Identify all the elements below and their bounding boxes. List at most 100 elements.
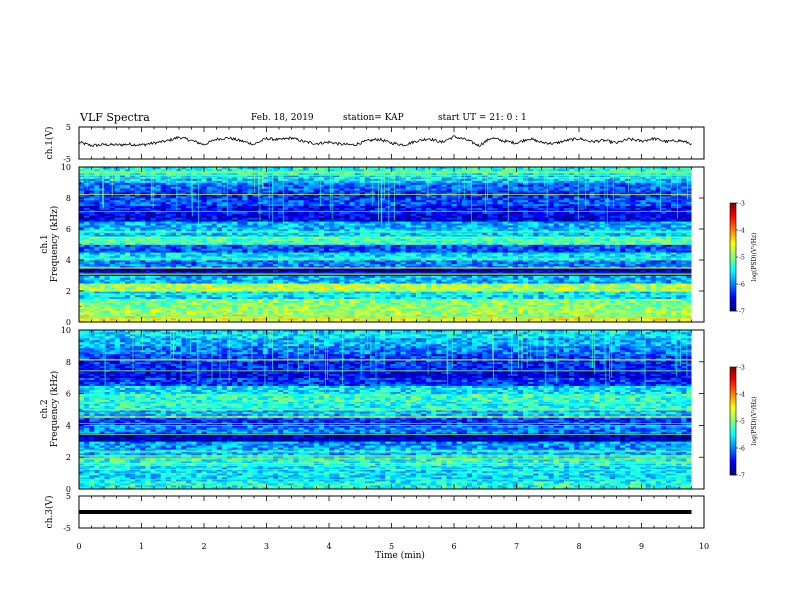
spectrogram-cell (451, 260, 457, 263)
spectrogram-cell (140, 289, 146, 292)
spectrogram-cell (609, 310, 616, 313)
spectrogram-cell (160, 246, 167, 249)
spectrogram-cell (502, 265, 509, 269)
spectrogram-cell (415, 250, 422, 253)
spectrogram-cell (247, 308, 253, 311)
spectrogram-cell (216, 308, 223, 311)
spectrogram-cell (400, 306, 406, 309)
spectrogram-cell (650, 292, 657, 296)
spectrogram-cell (487, 242, 493, 245)
spectrogram-cell (645, 304, 651, 307)
spectrogram-cell (420, 285, 427, 288)
spectrogram-cell (84, 304, 90, 307)
spectrogram-cell (262, 302, 269, 305)
spectrogram-cell (599, 263, 606, 267)
spectrogram-cell (283, 248, 289, 251)
spectrogram-cell (99, 314, 105, 317)
spectrogram-cell (79, 291, 85, 294)
spectrogram-cell (574, 252, 580, 255)
spectrogram-cell (262, 275, 269, 278)
spectrogram-cell (584, 298, 590, 301)
spectrogram-cell (191, 308, 197, 311)
spectrogram-cell (308, 287, 315, 290)
spectrogram-cell (456, 292, 463, 296)
spectrogram-cell (104, 296, 110, 300)
spectrogram-cell (614, 285, 621, 288)
spectrogram-cell (380, 304, 386, 307)
spectrogram-cell (528, 318, 534, 321)
spectrogram-cell (201, 256, 207, 259)
spectrogram-cell (512, 296, 519, 300)
spectrogram-cell (130, 271, 136, 274)
spectrogram-cell (599, 302, 606, 305)
spectrogram-cell (635, 246, 641, 249)
spectrogram-cell (324, 256, 330, 259)
spectrogram-cell (232, 261, 238, 265)
spectrogram-cell (538, 246, 544, 249)
spectrogram-cell (318, 248, 325, 251)
spectrogram-cell (375, 318, 381, 321)
spectrogram-cell (237, 248, 243, 251)
spectrogram-cell (553, 260, 560, 263)
spectrogram-cell (288, 246, 294, 249)
spectrogram-cell (385, 287, 391, 290)
spectrogram-cell (140, 306, 146, 309)
spectrogram-cell (650, 246, 657, 249)
spectrogram-cell (119, 289, 126, 292)
spectrogram-cell (640, 318, 646, 321)
spectrogram-cell (79, 314, 85, 317)
spectrogram-cell (211, 269, 218, 272)
spectrogram-cell (512, 312, 519, 315)
spectrogram-cell (242, 292, 248, 296)
spectrogram-cell (584, 260, 590, 263)
spectrogram-cell (395, 289, 401, 292)
spectrogram-cell (334, 261, 340, 265)
spectrogram-cell (681, 291, 687, 294)
spectrogram-cell (119, 261, 126, 265)
spectrogram-cell (364, 265, 371, 269)
spectrogram-cell (466, 246, 473, 249)
spectrogram-cell (196, 281, 202, 284)
spectrogram-cell (206, 294, 212, 298)
spectrogram-cell (446, 246, 452, 249)
spectrogram-cell (507, 310, 514, 313)
spectrogram-cell (655, 271, 662, 274)
spectrogram-cell (507, 306, 514, 309)
spectrogram-cell (150, 261, 156, 265)
spectrogram-cell (79, 271, 85, 274)
spectrogram-cell (318, 300, 325, 303)
spectrogram-cell (237, 304, 243, 307)
spectrogram-cell (410, 306, 417, 309)
spectrogram-cell (517, 269, 524, 272)
spectrogram-cell (211, 263, 218, 267)
spectrogram-cell (487, 298, 493, 301)
spectrogram-cell (324, 263, 330, 267)
spectrogram-cell (415, 279, 422, 282)
spectrogram-cell (201, 308, 207, 311)
spectrogram-cell (247, 316, 253, 319)
spectrogram-cell (308, 252, 315, 255)
spectrogram-cell (324, 254, 330, 257)
spectrogram-cell (359, 277, 366, 280)
spectrogram-cell (482, 287, 488, 290)
spectrogram-cell (308, 300, 315, 303)
spectrogram-cell (313, 316, 320, 319)
spectrogram-cell (293, 279, 299, 282)
spectrogram-cell (492, 244, 498, 247)
spectrogram-cell (599, 279, 606, 282)
spectrogram-cell (278, 283, 284, 286)
spectrogram-cell (196, 265, 202, 269)
spectrogram-cell (318, 285, 325, 288)
spectrogram-cell (492, 256, 498, 259)
spectrogram-cell (543, 300, 549, 303)
spectrogram-cell (237, 252, 243, 255)
spectrogram-cell (676, 246, 682, 249)
spectrogram-cell (609, 314, 616, 317)
spectrogram-cell (420, 310, 427, 313)
spectrogram-cell (211, 287, 218, 290)
spectrogram-cell (216, 250, 223, 253)
spectrogram-cell (466, 248, 473, 251)
spectrogram-cell (278, 250, 284, 253)
spectrogram-cell (99, 277, 105, 280)
spectrogram-cell (278, 252, 284, 255)
